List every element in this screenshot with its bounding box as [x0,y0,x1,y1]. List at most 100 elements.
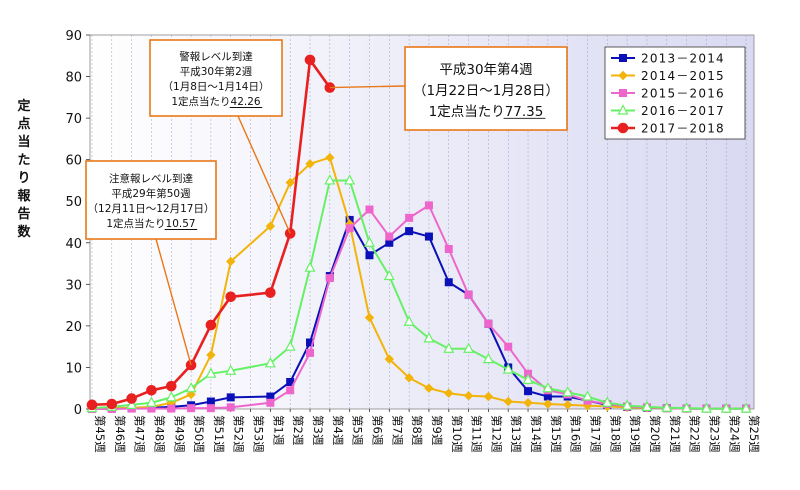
y-tick-label: 10 [65,361,82,376]
data-point [365,205,374,214]
x-tick-label: 第46週 [113,415,127,453]
x-tick-label: 第21週 [668,415,682,453]
data-point [126,398,138,409]
y-tick-label: 90 [65,29,82,44]
y-label-char: 告 [17,206,30,222]
x-tick-label: 第15週 [549,415,563,453]
annotation-text: （1月22日～1月28日） [413,83,559,99]
data-point [266,398,275,407]
x-tick-label: 第20週 [648,415,662,453]
x-tick-label: 第9週 [430,415,444,446]
annotation-text: 1定点当たり42.26 [171,95,261,108]
x-tick-label: 第22週 [688,415,702,453]
annotation-text: 1定点当たり10.57 [106,217,195,230]
data-point [365,251,374,260]
data-point [617,104,629,115]
data-point [384,354,395,364]
series-group [86,54,752,414]
x-tick-label: 第3週 [311,415,325,446]
data-point [325,274,334,283]
data-point [306,348,315,357]
data-point [484,319,493,328]
data-point [504,342,513,351]
x-tick-label: 第48週 [152,415,166,453]
annotation-leader [155,238,192,366]
x-tick-label: 第25週 [747,415,761,453]
annotation-text: 平成30年第4週 [439,61,533,78]
data-point [503,396,513,407]
x-tick-label: 第12週 [489,415,503,453]
data-point [264,357,276,368]
data-point [206,397,215,406]
y-label-char: 定 [16,98,30,114]
x-tick-label: 第23週 [707,415,721,453]
data-point [187,404,196,413]
data-point [618,70,628,81]
data-point [305,159,315,169]
x-tick-label: 第19週 [628,415,642,453]
data-point [619,89,627,97]
data-point [206,404,215,413]
y-label-char: 当 [17,134,30,150]
data-point [720,402,732,413]
y-tick-label: 80 [65,71,82,86]
data-point [403,315,415,326]
data-point [483,391,494,402]
y-label-char: 報 [17,188,31,204]
y-tick-label: 50 [65,195,82,210]
data-point [464,290,473,299]
legend: 2013－2014 2014－2015 2015－2016 2016－2017 2017… [604,46,746,140]
x-tick-label: 第51週 [212,415,226,453]
data-point [225,291,237,303]
x-tick-label: 第52週 [232,415,246,453]
data-point [542,381,554,393]
x-tick-label: 第14週 [529,415,543,453]
x-tick-label: 第7週 [390,415,404,446]
x-tick-label: 第13週 [509,415,523,453]
x-tick-label: 第10週 [450,415,464,453]
y-label-char: 数 [17,224,31,240]
data-point [601,396,613,407]
y-tick-label: 70 [65,112,82,127]
annotation-box [149,39,283,117]
annotation-leader [329,85,406,89]
data-point [404,373,414,383]
data-point [740,402,752,413]
y-label-char: 点 [17,116,30,132]
legend-label: 2017－2018 [641,122,725,136]
y-tick-label: 0 [74,403,82,418]
x-tick-label: 第24週 [727,415,741,453]
data-point [167,404,176,413]
data-point [165,380,177,392]
x-tick-label: 第11週 [470,415,484,453]
x-tick-label: 第18週 [608,415,622,453]
annotation-text: 注意報レベル到達 [109,172,193,185]
data-point [364,312,375,323]
data-point [562,386,574,397]
y-axis: 0 10 20 30 40 50 60 70 80 90 [65,29,90,418]
x-tick-label: 第1週 [271,415,285,446]
data-point [444,278,453,287]
data-point [186,389,196,400]
data-point [444,245,453,254]
annotation-text: 平成30年第2週 [180,65,253,78]
legend-label: 2013－2014 [641,52,725,66]
data-point [86,399,98,411]
data-point [621,399,633,410]
data-point [641,400,653,412]
annotation-text: （12月11日～12月17日） [88,203,215,215]
x-tick-label: 第4週 [331,415,345,446]
legend-entry: 2015－2016 [611,87,724,101]
y-tick-label: 30 [65,278,82,293]
data-point [225,364,237,375]
legend-entry: 2017－2018 [611,122,725,136]
y-tick-label: 40 [65,237,82,252]
y-label-char: た [17,153,30,168]
y-tick-label: 60 [65,154,82,169]
x-tick-label: 第5週 [351,415,365,446]
data-point [185,381,197,393]
data-point [524,387,533,396]
data-point [661,401,673,412]
